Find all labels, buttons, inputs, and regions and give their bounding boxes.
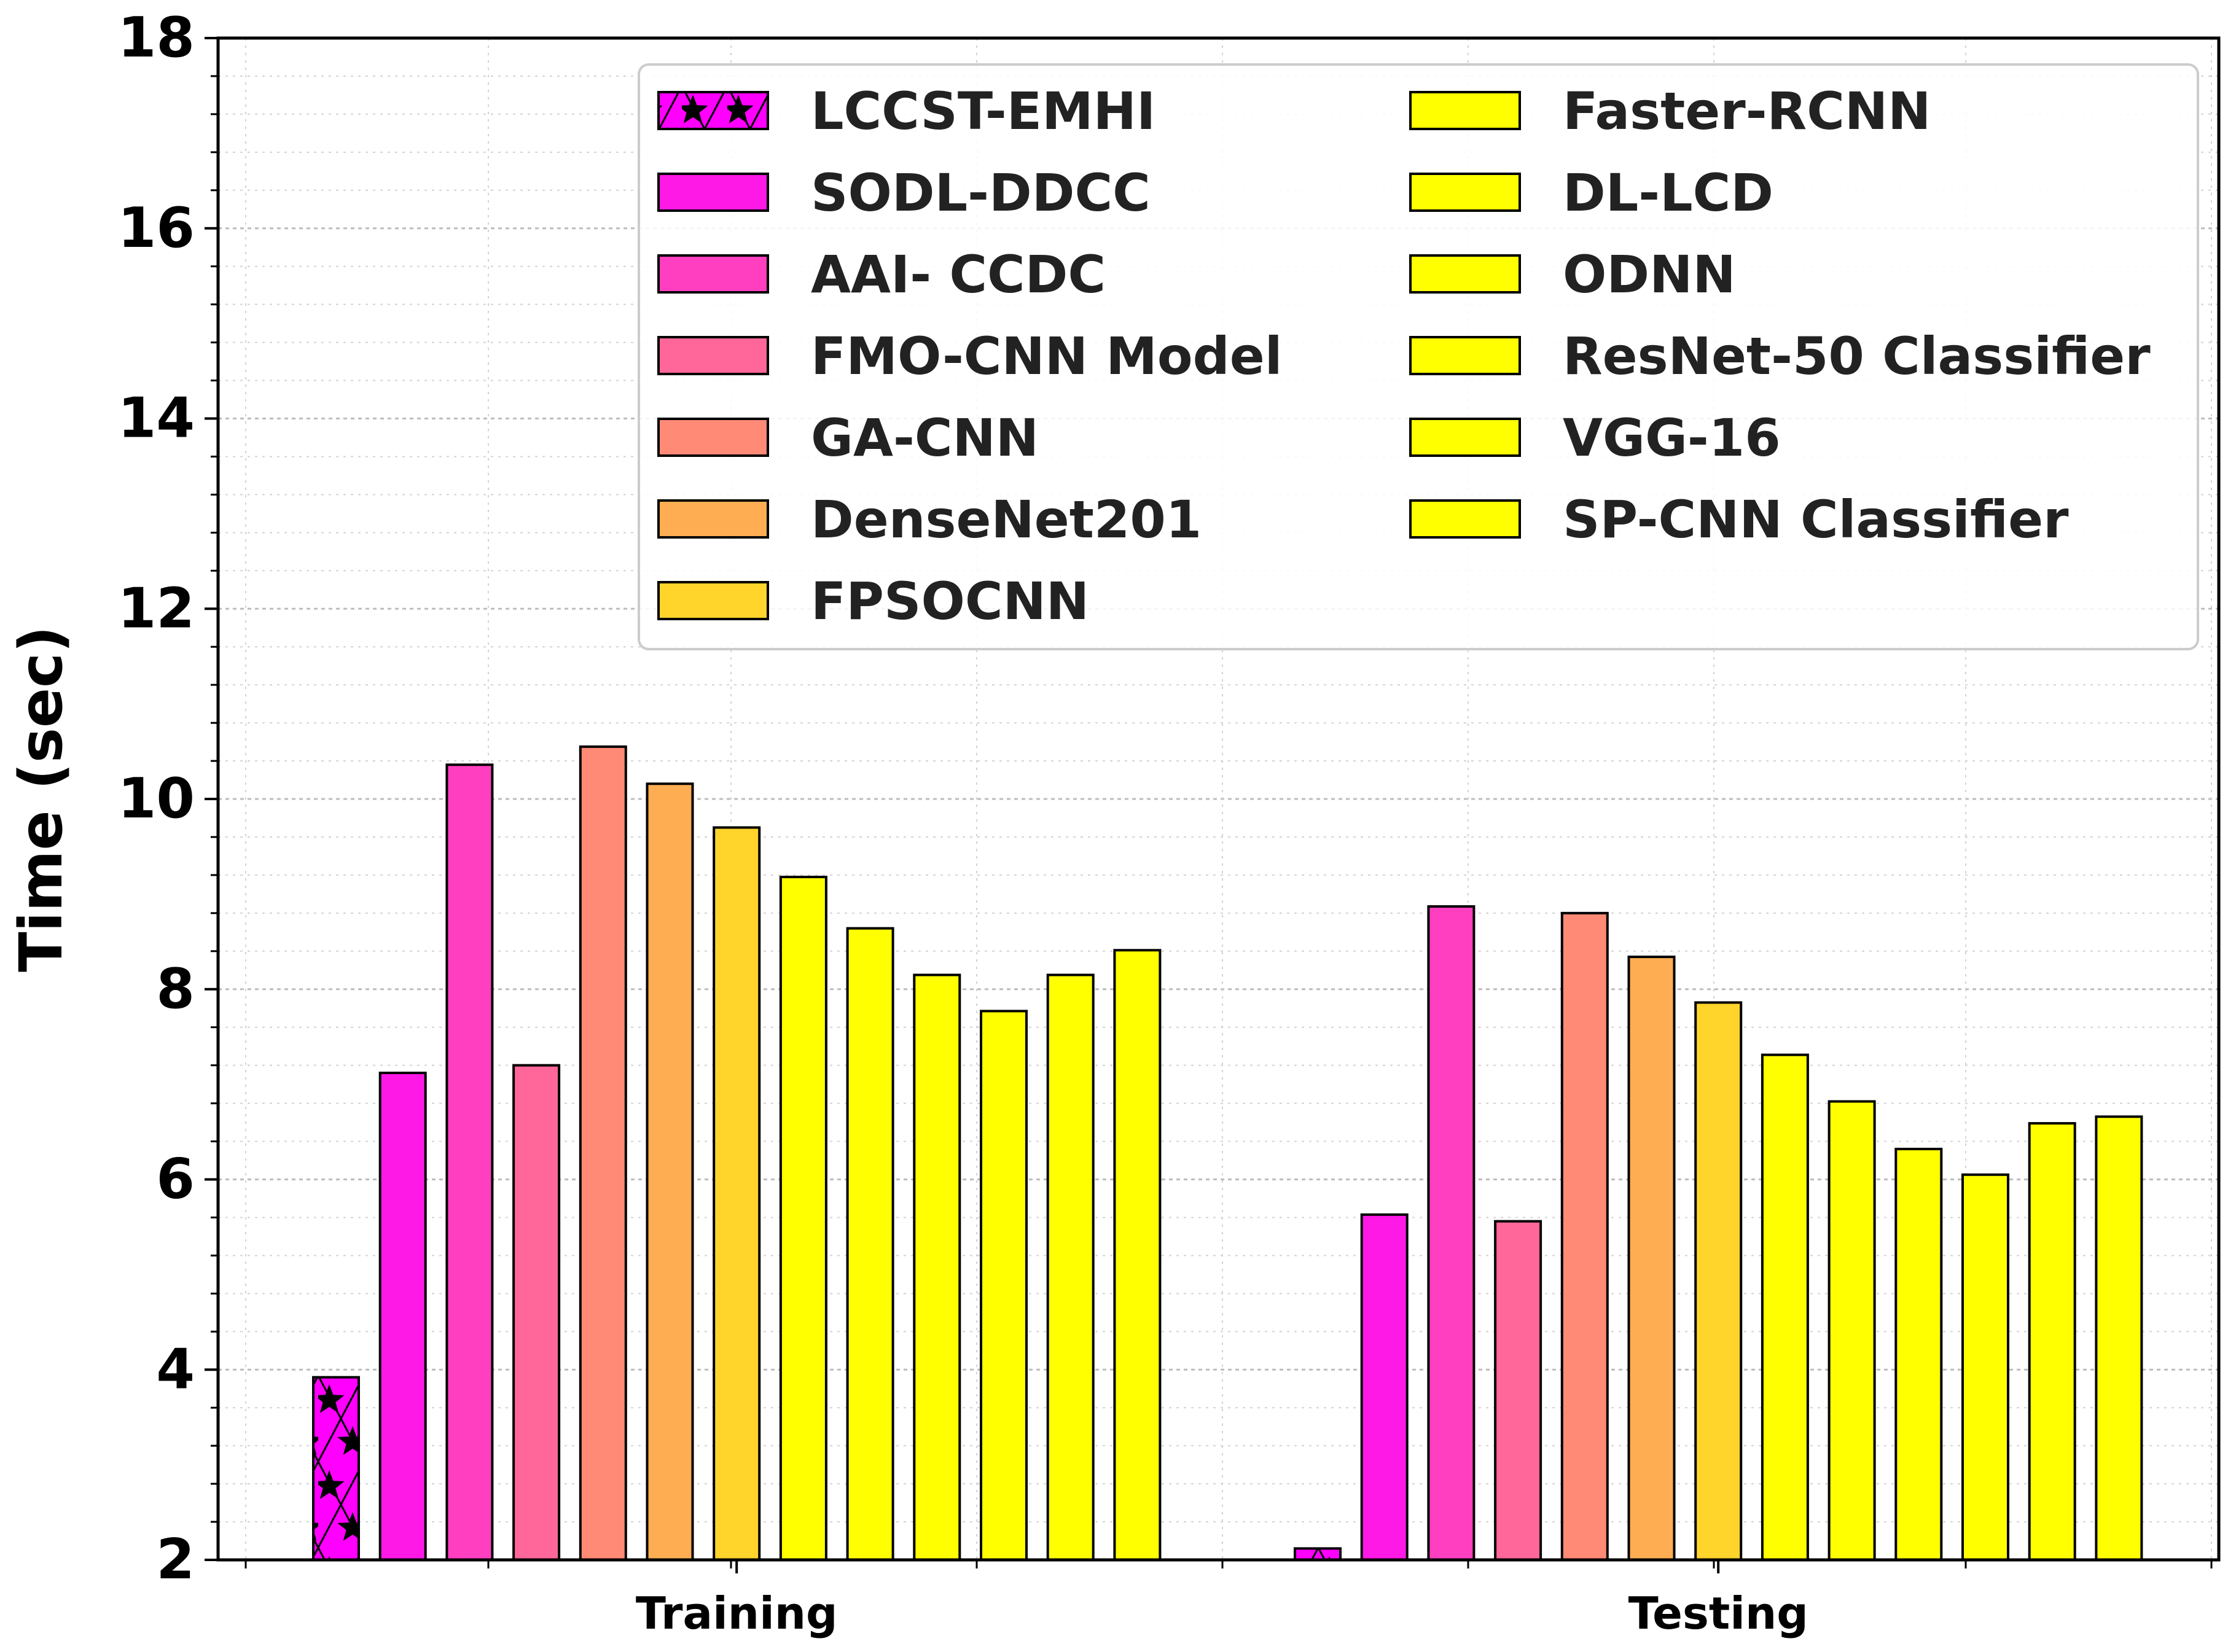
legend-swatch [657, 173, 769, 212]
y-tick-label: 14 [118, 386, 195, 451]
bar-testing-fmo-cnn-model [1494, 1220, 1542, 1561]
y-tick-label: 12 [118, 576, 195, 641]
bar-training-dl-lcd [846, 927, 894, 1561]
bar-training-densenet201 [646, 782, 694, 1561]
x-tick-label-testing: Testing [1628, 1588, 1808, 1639]
legend-label: LCCST-EMHI [811, 81, 1155, 141]
y-tick-label: 6 [156, 1147, 195, 1212]
legend-label: FPSOCNN [811, 571, 1089, 631]
legend-label: FMO-CNN Model [811, 326, 1282, 386]
legend-swatch [1409, 418, 1521, 457]
legend-label: SP-CNN Classifier [1563, 489, 2069, 550]
bar-training-sodl-ddcc [378, 1072, 427, 1562]
legend-swatch [1409, 336, 1521, 375]
y-tick-label: 2 [156, 1527, 195, 1592]
legend-swatch [657, 336, 769, 375]
bar-testing-densenet201 [1627, 956, 1676, 1561]
legend-label: AAI- CCDC [811, 244, 1106, 305]
legend-label: SODL-DDCC [811, 163, 1151, 223]
legend-swatch [657, 418, 769, 457]
bar-testing-dl-lcd [1828, 1100, 1876, 1561]
legend-swatch [657, 499, 769, 539]
bar-training-resnet-50-classifier [980, 1010, 1028, 1561]
bars [312, 745, 2143, 1562]
legend-swatch [1409, 173, 1521, 212]
legend: LCCST-EMHI SODL-DDCC AAI- CCDC FMO-CNN Mode… [638, 63, 2199, 650]
legend-label: DenseNet201 [811, 489, 1202, 550]
bar-testing-aai-ccdc [1427, 905, 1476, 1561]
legend-label: Faster-RCNN [1563, 81, 1931, 141]
bar-training-sp-cnn-classifier [1113, 949, 1162, 1561]
y-tick-label: 18 [118, 6, 195, 70]
legend-label: ODNN [1563, 244, 1736, 305]
x-tick-label-training: Training [636, 1588, 838, 1639]
legend-swatch [1409, 254, 1521, 294]
y-tick-label: 4 [156, 1337, 195, 1401]
bar-testing-fpsocnn [1694, 1001, 1743, 1561]
legend-label: ResNet-50 Classifier [1563, 326, 2151, 386]
bar-training-faster-rcnn [779, 875, 827, 1561]
bar-training-lccst-emhi [312, 1376, 360, 1561]
legend-label: VGG-16 [1563, 408, 1781, 468]
y-tick-label: 16 [118, 196, 195, 260]
bar-testing-lccst-emhi [1294, 1547, 1342, 1562]
bar-testing-vgg-16 [2028, 1122, 2076, 1561]
axes: 2 4 6 8 10 12 14 16 18 Training Testing Time (sec) [7, 6, 2221, 1639]
bar-training-aai-ccdc [445, 763, 494, 1561]
legend-label: GA-CNN [811, 408, 1039, 468]
bar-training-fpsocnn [713, 826, 761, 1561]
y-axis-label: Time (sec) [7, 626, 76, 972]
bar-training-vgg-16 [1046, 973, 1095, 1562]
legend-swatch [657, 254, 769, 294]
bar-training-odnn [913, 973, 961, 1562]
bar-testing-sodl-ddcc [1360, 1213, 1409, 1561]
legend-swatch [1409, 499, 1521, 539]
bar-testing-ga-cnn [1560, 911, 1609, 1561]
bar-training-ga-cnn [579, 745, 627, 1561]
bar-testing-resnet-50-classifier [1961, 1173, 2009, 1561]
bar-training-fmo-cnn-model [512, 1064, 561, 1561]
y-tick-label: 10 [118, 766, 195, 831]
legend-label: DL-LCD [1563, 163, 1773, 223]
bar-testing-odnn [1894, 1147, 1943, 1561]
legend-swatch [657, 581, 769, 620]
legend-swatch [657, 91, 769, 130]
legend-swatch [1409, 91, 1521, 130]
bar-testing-faster-rcnn [1761, 1053, 1809, 1561]
bar-testing-sp-cnn-classifier [2095, 1115, 2143, 1561]
y-tick-label: 8 [156, 957, 195, 1021]
